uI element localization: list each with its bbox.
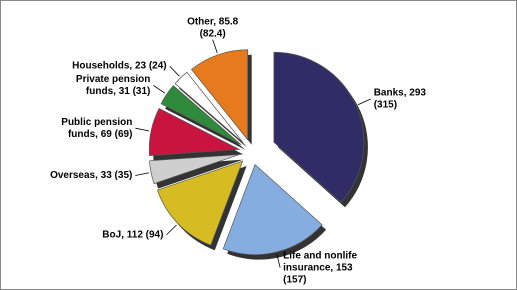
slice — [273, 51, 365, 203]
data-label: Overseas, 33 (35) — [50, 170, 132, 181]
slice — [148, 107, 241, 157]
slice — [191, 49, 249, 141]
leader-line — [135, 127, 150, 132]
data-label: Other, 85.8 — [187, 16, 239, 27]
leader-line — [276, 253, 281, 268]
leader-line — [357, 98, 371, 106]
leader-line — [153, 85, 166, 94]
slice — [157, 160, 244, 246]
data-label: (315) — [374, 100, 397, 111]
slice — [149, 154, 240, 185]
data-label: Households, 23 (24) — [72, 61, 166, 72]
data-label: funds, 31 (31) — [86, 86, 150, 97]
leader-line — [212, 39, 218, 54]
data-label: Life and nonlife — [283, 250, 357, 261]
slice — [174, 71, 244, 143]
leader-line — [169, 65, 180, 77]
data-label: Private pension — [76, 74, 150, 85]
data-label: BoJ, 112 (94) — [102, 229, 163, 240]
leader-line — [166, 224, 177, 236]
slice — [222, 164, 323, 255]
data-label: Public pension — [61, 117, 132, 128]
data-label: Banks, 293 — [374, 88, 427, 99]
data-label: (157) — [283, 274, 306, 285]
data-label: insurance, 153 — [283, 262, 353, 273]
data-label: funds, 69 (69) — [68, 129, 132, 140]
leader-line — [135, 172, 150, 176]
data-label: (82.4) — [200, 28, 226, 39]
slice — [160, 85, 242, 146]
